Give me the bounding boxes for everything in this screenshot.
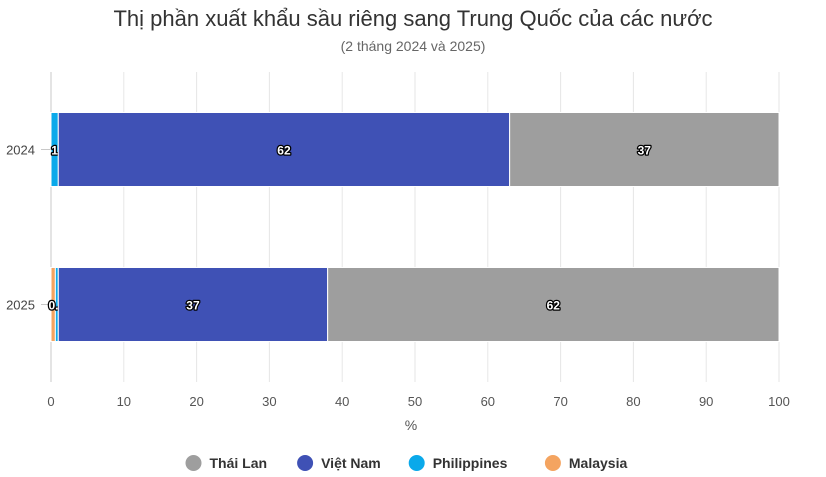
x-tick-label: 70	[553, 394, 567, 409]
x-axis-title: %	[405, 417, 417, 433]
x-tick-label: 50	[408, 394, 422, 409]
legend-label: Thái Lan	[210, 455, 268, 471]
chart-subtitle: (2 tháng 2024 và 2025)	[340, 38, 486, 54]
legend-marker	[185, 455, 202, 471]
bar-segment	[509, 112, 780, 187]
data-label: 37	[186, 299, 200, 313]
bar-segment	[327, 267, 780, 342]
legend-label: Philippines	[433, 455, 508, 471]
data-label: 1	[51, 144, 58, 158]
data-label: 37	[638, 144, 652, 158]
legend-label: Việt Nam	[321, 455, 381, 471]
data-label: 62	[277, 144, 291, 158]
y-tick-label: 2025	[6, 298, 35, 313]
x-tick-label: 60	[481, 394, 495, 409]
x-tick-label: 30	[262, 394, 276, 409]
legend-label: Malaysia	[569, 455, 628, 471]
bar-segment	[57, 267, 329, 342]
legend-marker	[408, 455, 425, 471]
x-tick-label: 100	[768, 394, 790, 409]
x-tick-label: 40	[335, 394, 349, 409]
x-tick-label: 10	[117, 394, 131, 409]
y-tick-label: 2024	[6, 143, 35, 158]
chart-title: Thị phần xuất khẩu sầu riêng sang Trung …	[113, 6, 713, 31]
x-tick-label: 80	[626, 394, 640, 409]
x-tick-label: 0	[47, 394, 54, 409]
data-label: 62	[547, 299, 561, 313]
x-tick-label: 90	[699, 394, 713, 409]
legend-marker	[297, 455, 314, 471]
x-tick-label: 20	[189, 394, 203, 409]
legend-marker	[544, 455, 561, 471]
